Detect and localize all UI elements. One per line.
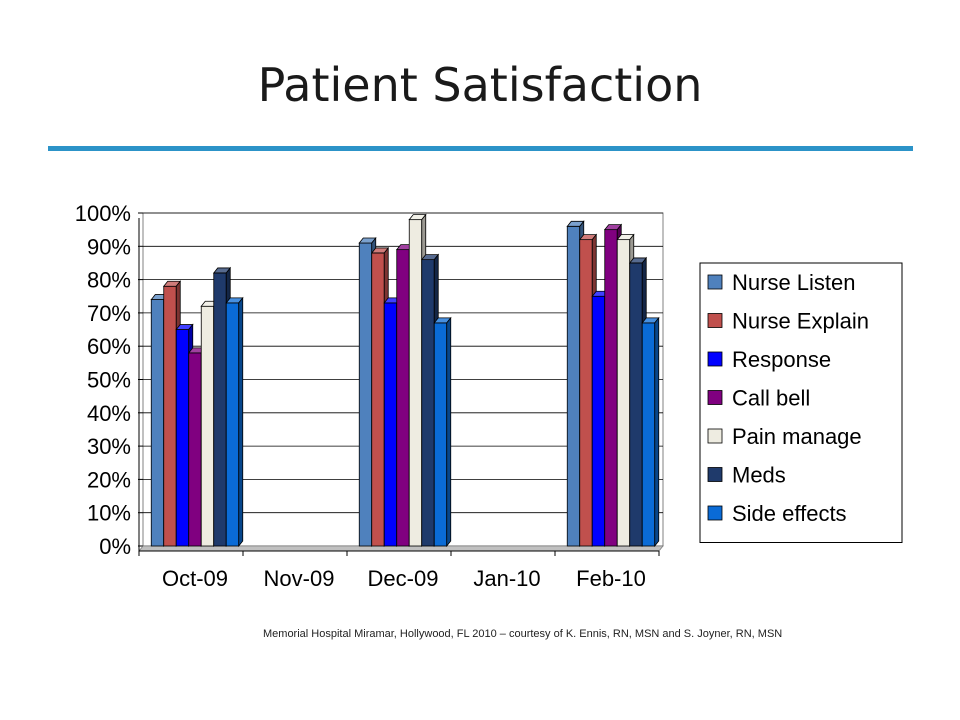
x-tick-label: Nov-09 bbox=[264, 566, 335, 591]
y-tick-label: 0% bbox=[99, 534, 131, 559]
bar-front bbox=[421, 259, 435, 547]
bar-front bbox=[408, 219, 423, 547]
legend-swatch bbox=[707, 351, 723, 367]
bar-front bbox=[616, 239, 631, 547]
slide-title: Patient Satisfaction bbox=[257, 58, 703, 112]
legend-swatch bbox=[707, 274, 723, 290]
x-tick-label: Feb-10 bbox=[576, 566, 646, 591]
bar-side bbox=[654, 316, 660, 548]
bar-front bbox=[150, 299, 165, 547]
bar-front bbox=[358, 242, 373, 547]
bar-group bbox=[150, 213, 660, 548]
bar-front bbox=[383, 302, 398, 547]
x-tick-label: Jan-10 bbox=[473, 566, 540, 591]
bar-front bbox=[579, 239, 593, 547]
bar-front bbox=[566, 225, 581, 547]
bar-chart: 0% 10% 20% 30% 40% 50% 60% 70% 80% 90% 100% Oct-09 N… bbox=[75, 201, 903, 591]
x-tick-label: Oct-09 bbox=[162, 566, 228, 591]
bar-front bbox=[641, 322, 656, 547]
legend-label: Nurse Listen bbox=[732, 270, 856, 295]
bar-front bbox=[396, 249, 410, 547]
y-tick-label: 10% bbox=[87, 501, 131, 526]
bar-front bbox=[371, 252, 385, 547]
legend-label: Nurse Explain bbox=[732, 309, 869, 334]
y-tick-label: 70% bbox=[87, 301, 131, 326]
bar-side bbox=[238, 296, 244, 548]
y-tick-label: 60% bbox=[87, 334, 131, 359]
bar-front bbox=[591, 295, 606, 547]
chart-floor bbox=[138, 545, 664, 552]
y-tick-label: 20% bbox=[87, 467, 131, 492]
legend-swatch bbox=[707, 390, 723, 405]
y-tick-label: 100% bbox=[75, 201, 131, 226]
legend: Nurse Listen Nurse Explain Response Call be… bbox=[699, 262, 903, 543]
bar-side bbox=[446, 316, 452, 548]
legend-label: Side effects bbox=[732, 501, 847, 526]
bar-front bbox=[629, 262, 643, 547]
bar-front bbox=[175, 329, 190, 547]
x-tick-label: Dec-09 bbox=[368, 566, 439, 591]
bar bbox=[225, 296, 244, 548]
bar-front bbox=[433, 322, 448, 547]
legend-swatch bbox=[707, 428, 723, 444]
y-tick-label: 90% bbox=[87, 234, 131, 259]
title-divider bbox=[48, 146, 913, 151]
bar-front bbox=[225, 302, 240, 547]
legend-swatch bbox=[707, 313, 723, 328]
bar-front bbox=[200, 305, 215, 547]
source-credit: Memorial Hospital Miramar, Hollywood, FL… bbox=[263, 628, 783, 640]
bar bbox=[433, 316, 452, 548]
y-tick-label: 50% bbox=[87, 368, 131, 393]
bar-front bbox=[163, 285, 177, 547]
bar-front bbox=[213, 272, 227, 547]
legend-label: Response bbox=[732, 347, 831, 372]
y-tick-label: 80% bbox=[87, 268, 131, 293]
legend-label: Meds bbox=[732, 463, 786, 488]
legend-label: Pain manage bbox=[732, 424, 862, 449]
chart-area: 0% 10% 20% 30% 40% 50% 60% 70% 80% 90% 100% Oct-09 N… bbox=[48, 180, 913, 600]
legend-swatch bbox=[707, 505, 723, 521]
bar-front bbox=[604, 229, 618, 547]
legend-swatch bbox=[707, 467, 723, 482]
legend-label: Call bell bbox=[732, 386, 810, 411]
y-tick-label: 30% bbox=[87, 434, 131, 459]
legend-box bbox=[699, 262, 903, 543]
bar-front bbox=[188, 352, 202, 547]
y-tick-label: 40% bbox=[87, 401, 131, 426]
bar bbox=[641, 316, 660, 548]
